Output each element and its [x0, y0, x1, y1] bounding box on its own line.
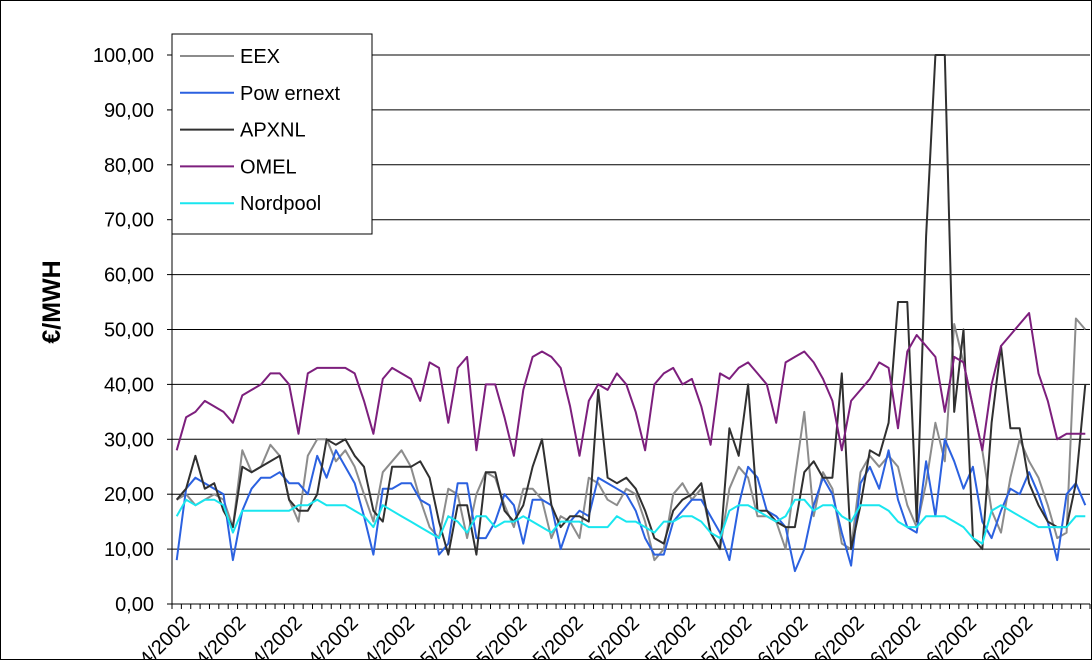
y-tick-label: 90,00 [104, 100, 154, 122]
legend-label: Pow ernext [240, 83, 340, 105]
series-lines [175, 54, 1087, 573]
y-tick-label: 100,00 [93, 45, 154, 67]
y-tick-label: 30,00 [104, 429, 154, 451]
series-line-eex [176, 317, 1087, 562]
series-line-apxnl [175, 54, 1087, 556]
legend-label: APXNL [240, 120, 306, 142]
y-tick-label: 60,00 [104, 265, 154, 287]
legend-box [171, 33, 373, 235]
y-tick-label: 40,00 [104, 374, 154, 396]
series-line-omel [175, 312, 1086, 457]
legend: EEX Pow ernext APXNL OMEL Nordpool [171, 33, 373, 235]
y-tick-label: 20,00 [104, 484, 154, 506]
y-tick-labels: 0,00 10,00 20,00 30,00 40,00 50,00 60,00 70,00 8… [93, 45, 154, 616]
y-tick-label: 80,00 [104, 155, 154, 177]
y-tick-label: 10,00 [104, 539, 154, 561]
y-axis-label: €/MWH [38, 260, 66, 343]
y-tick-label: 0,00 [115, 594, 154, 616]
series-line-nordpool [175, 498, 1086, 545]
y-tick-label: 50,00 [104, 320, 154, 342]
legend-label: OMEL [240, 156, 297, 178]
y-tick-label: 70,00 [104, 210, 154, 232]
series-line-pow-ernext [175, 438, 1087, 573]
legend-label: Nordpool [240, 193, 321, 215]
legend-label: EEX [240, 46, 280, 68]
